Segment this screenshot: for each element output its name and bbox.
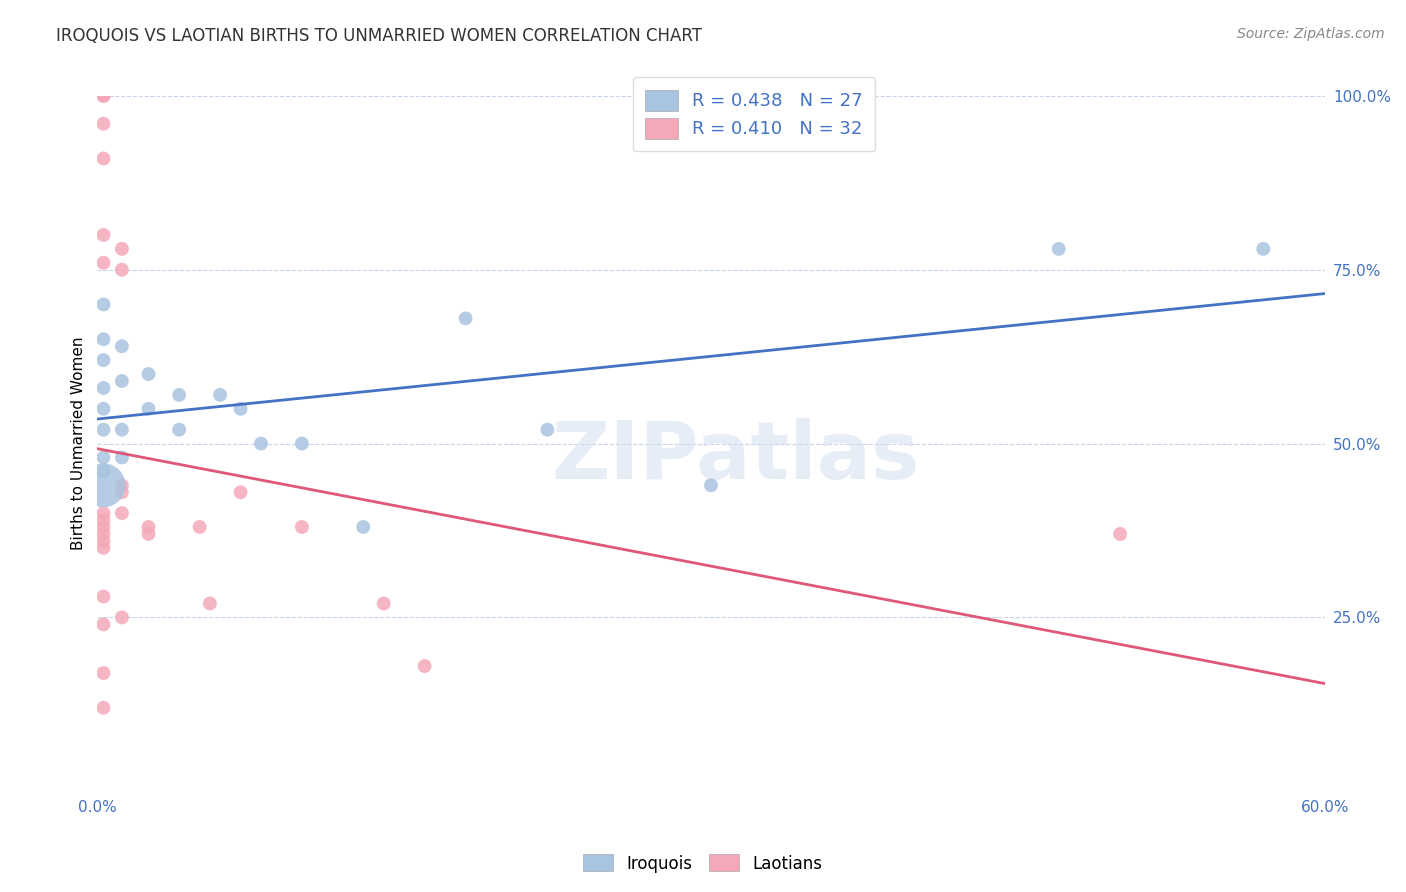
Point <box>93 297 115 311</box>
Point <box>93 353 115 368</box>
Point <box>111 450 134 465</box>
Point <box>536 423 558 437</box>
Point <box>454 311 477 326</box>
Legend: R = 0.438   N = 27, R = 0.410   N = 32: R = 0.438 N = 27, R = 0.410 N = 32 <box>633 77 876 152</box>
Point <box>93 88 115 103</box>
Point <box>93 423 115 437</box>
Point <box>291 436 314 450</box>
Point <box>1109 527 1132 541</box>
Point <box>93 450 115 465</box>
Point <box>93 541 115 555</box>
Legend: Iroquois, Laotians: Iroquois, Laotians <box>576 847 830 880</box>
Point <box>93 520 115 534</box>
Point <box>93 700 115 714</box>
Point <box>167 423 190 437</box>
Point <box>373 597 395 611</box>
Text: Source: ZipAtlas.com: Source: ZipAtlas.com <box>1237 27 1385 41</box>
Point <box>93 117 115 131</box>
Point <box>138 367 160 381</box>
Point <box>111 506 134 520</box>
Point <box>93 88 115 103</box>
Point <box>93 332 115 346</box>
Point <box>167 388 190 402</box>
Point <box>93 227 115 242</box>
Point <box>93 666 115 681</box>
Point <box>138 401 160 416</box>
Point <box>93 381 115 395</box>
Text: ZIPatlas: ZIPatlas <box>551 418 920 497</box>
Point <box>111 423 134 437</box>
Point <box>138 527 160 541</box>
Point <box>138 520 160 534</box>
Point <box>700 478 723 492</box>
Point <box>209 388 232 402</box>
Y-axis label: Births to Unmarried Women: Births to Unmarried Women <box>72 337 86 550</box>
Point <box>111 339 134 353</box>
Point <box>111 242 134 256</box>
Text: IROQUOIS VS LAOTIAN BIRTHS TO UNMARRIED WOMEN CORRELATION CHART: IROQUOIS VS LAOTIAN BIRTHS TO UNMARRIED … <box>56 27 702 45</box>
Point <box>93 590 115 604</box>
Point <box>229 485 252 500</box>
Point <box>111 478 134 492</box>
Point <box>93 152 115 166</box>
Point <box>413 659 436 673</box>
Point <box>93 513 115 527</box>
Point <box>93 256 115 270</box>
Point <box>111 262 134 277</box>
Point <box>93 506 115 520</box>
Point <box>93 478 115 492</box>
Point <box>229 401 252 416</box>
Point <box>111 485 134 500</box>
Point <box>188 520 211 534</box>
Point <box>250 436 273 450</box>
Point <box>111 610 134 624</box>
Point <box>93 401 115 416</box>
Point <box>111 374 134 388</box>
Point <box>1253 242 1275 256</box>
Point <box>1047 242 1070 256</box>
Point <box>352 520 374 534</box>
Point <box>198 597 221 611</box>
Point <box>93 527 115 541</box>
Point <box>93 464 115 478</box>
Point <box>93 533 115 548</box>
Point <box>291 520 314 534</box>
Point <box>93 617 115 632</box>
